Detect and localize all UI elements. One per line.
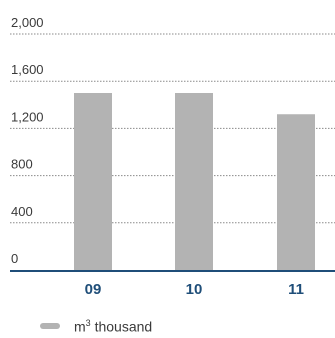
y-tick-label: 800 [11,157,33,172]
y-tick-label: 400 [11,204,33,219]
legend-swatch [40,323,60,330]
y-tick-label: 0 [11,251,18,266]
y-tick-label: 1,600 [11,62,44,77]
bar-chart: 0 400 800 1,200 1,600 2,000 09 10 11 [10,15,335,298]
legend-label: m3 thousand [74,318,153,335]
x-tick-label: 10 [186,281,203,298]
x-tick-label: 11 [288,281,304,298]
y-tick-label: 1,200 [11,109,44,124]
bar [277,114,315,271]
bar [74,93,112,270]
y-tick-label: 2,000 [11,15,44,30]
bar [175,93,213,270]
x-tick-label: 09 [85,281,102,298]
legend: m3 thousand [40,318,152,335]
